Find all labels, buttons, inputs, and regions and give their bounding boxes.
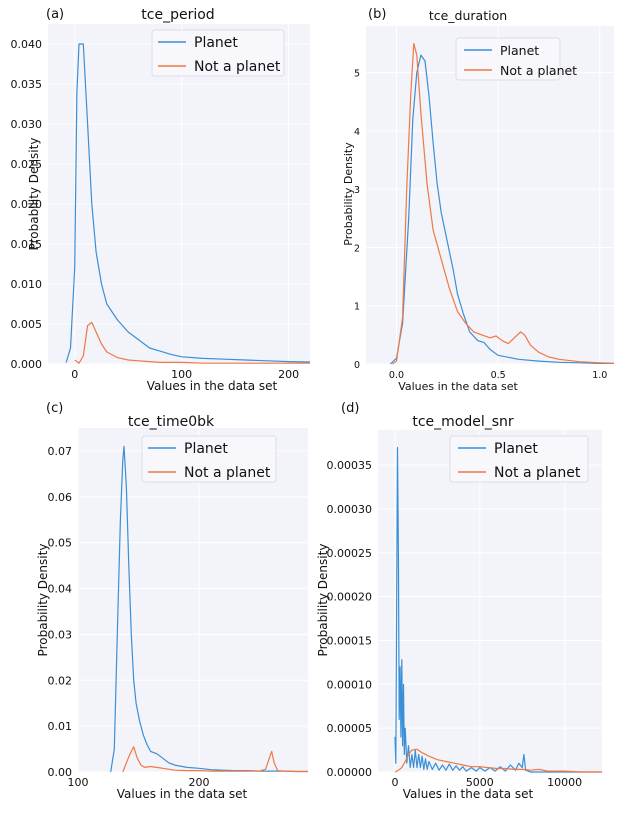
legend-label: Planet [184,441,228,457]
y-tick-label: 1 [354,302,360,313]
x-tick-label: 1.0 [592,370,607,381]
x-tick-label: 0 [71,368,78,381]
legend: Planet Not a planet [141,435,277,483]
y-tick-label: 0.025 [11,158,43,171]
chart-title: tce_time0bk [128,414,215,430]
x-tick-label: 0.5 [491,370,506,381]
y-tick-label: 0.015 [11,238,43,251]
y-tick-label: 0.035 [11,78,43,91]
y-axis-label: Probability Density [342,142,355,246]
y-tick-label: 0.00035 [327,459,373,472]
legend-label: Planet [194,35,238,51]
x-tick-label: 100 [171,368,192,381]
y-tick-label: 0 [354,360,360,371]
x-tick-label: 5000 [466,776,494,789]
x-axis-label: Values in the data set [147,379,278,393]
series-line-not-a-planet [122,746,308,773]
series-line-planet [394,446,602,773]
legend-label: Planet [494,441,538,457]
chart-panel: 0.00 0.01 0.02 0.03 0.04 0.05 0.06 0.07 100 200 (c… [36,401,308,801]
legend-label: Not a planet [184,465,271,481]
y-tick-label: 0.00005 [327,722,373,735]
y-tick-label: 0.005 [11,318,43,331]
y-tick-label: 0.00030 [327,503,373,516]
series-line-planet [65,43,311,363]
y-tick-label: 0.00015 [327,634,373,647]
y-tick-label: 0.04 [48,583,73,596]
y-tick-label: 0.020 [11,198,43,211]
y-tick-label: 0.00 [48,766,73,779]
x-tick-label: 0.0 [389,370,404,381]
y-axis-label: Probability Density [36,544,50,657]
x-tick-label: 200 [189,776,210,789]
panel-label: (a) [46,7,64,22]
y-tick-label: 0.010 [11,278,43,291]
x-axis-label: Values in the data set [117,787,248,801]
y-tick-label: 0.00010 [327,678,373,691]
legend-label: Not a planet [500,63,577,78]
legend-label: Planet [500,43,539,58]
legend: Planet Not a planet [449,435,589,483]
chart-panel: 0.00000 0.00005 0.00010 0.00015 0.00020 0.000… [316,401,602,801]
y-tick-label: 0.00025 [327,547,373,560]
y-tick-label: 0.040 [11,38,43,51]
y-tick-label: 0.05 [48,537,73,550]
legend-label: Not a planet [194,59,281,75]
x-tick-label: 200 [278,368,299,381]
y-tick-label: 5 [354,69,360,80]
chart-title: tce_model_snr [412,414,514,430]
chart-title: tce_duration [429,8,507,23]
x-tick-label: 100 [68,776,89,789]
y-tick-label: 0.030 [11,118,43,131]
y-tick-label: 0.03 [48,628,73,641]
panel-label: (c) [46,401,63,416]
y-tick-label: 0.000 [11,358,43,371]
x-axis-label: Values in the data set [403,787,534,801]
y-tick-label: 2 [354,243,360,254]
series-line-not-a-planet [394,748,602,773]
chart-panel: 0 1 2 3 4 5 0.0 0.5 1.0 (b) tce_duration Values in … [342,7,615,393]
y-tick-label: 0.07 [48,445,73,458]
y-axis-label: Probability Density [27,138,41,251]
y-tick-label: 4 [354,127,360,138]
chart-panel: 0.000 0.005 0.010 0.015 0.020 0.025 0.030 0.035… [11,7,311,393]
y-tick-label: 0.02 [48,674,73,687]
x-tick-label: 10000 [547,776,582,789]
x-tick-label: 0 [391,776,398,789]
chart-title: tce_period [141,7,214,23]
legend: Planet Not a planet [455,37,577,81]
panel-label: (b) [368,7,386,22]
legend: Planet Not a planet [151,29,285,77]
y-tick-label: 0.06 [48,491,73,504]
y-tick-label: 3 [354,185,360,196]
plot-area [366,26,614,364]
panel-label: (d) [341,401,359,416]
plot-area [78,428,308,772]
y-tick-label: 0.01 [48,720,73,733]
y-tick-label: 0.00000 [327,766,373,779]
series-line-not-a-planet [74,321,310,364]
y-axis-label: Probability Density [316,544,330,657]
series-line-not-a-planet [392,42,615,365]
series-line-planet [389,54,614,365]
x-axis-label: Values in the data set [398,380,518,393]
y-tick-label: 0.00020 [327,591,373,604]
legend-label: Not a planet [494,465,581,481]
